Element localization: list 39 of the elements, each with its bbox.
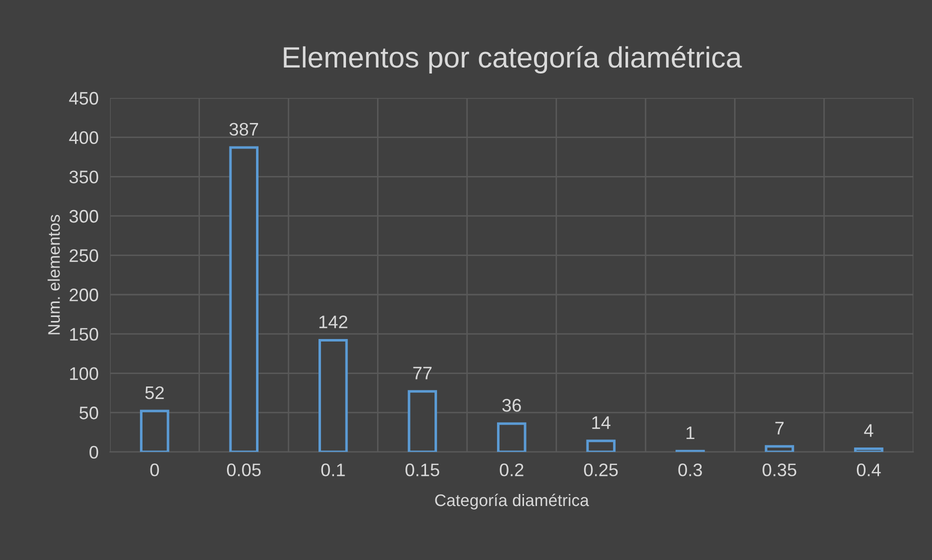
data-label: 142 [319, 316, 348, 328]
x-tick-label: 0.15 [406, 464, 440, 476]
x-tick-label: 0.1 [321, 464, 345, 476]
bar [854, 448, 884, 452]
y-tick-label: 350 [69, 170, 98, 184]
bar [497, 422, 526, 452]
bar [764, 445, 794, 452]
y-tick-label: 150 [70, 328, 98, 341]
y-tick-label: 300 [69, 210, 98, 223]
y-tick-label: 200 [70, 288, 98, 302]
x-tick-label: 0.05 [227, 464, 261, 476]
y-axis-title: Num. elementos [48, 214, 60, 334]
bar [586, 440, 616, 452]
y-tick-label: 400 [69, 131, 98, 144]
data-label: 52 [145, 386, 164, 400]
data-label: 7 [775, 422, 784, 434]
y-tick-label: 450 [69, 92, 98, 105]
data-label: 1 [686, 426, 694, 440]
x-axis-title: Categoría diamétrica [435, 494, 590, 510]
data-label: 4 [864, 424, 874, 437]
bar [229, 146, 259, 452]
y-tick-label: 50 [80, 406, 98, 420]
bar [408, 390, 438, 452]
y-tick-label: 100 [70, 367, 98, 380]
x-tick-label: 0.4 [856, 464, 881, 476]
bar [318, 338, 348, 452]
data-label: 77 [413, 366, 432, 380]
data-label: 36 [502, 398, 521, 412]
bar [140, 410, 170, 452]
x-tick-label: 0.2 [500, 464, 524, 476]
y-tick-label: 0 [90, 446, 98, 459]
data-label: 387 [230, 122, 258, 136]
x-tick-label: 0.3 [678, 464, 702, 476]
x-tick-label: 0 [150, 464, 159, 476]
x-tick-label: 0.25 [584, 464, 618, 476]
y-tick-label: 250 [70, 249, 98, 262]
data-label: 14 [592, 416, 610, 429]
x-tick-label: 0.35 [762, 464, 796, 476]
chart-title: Elementos por categoría diamétrica [284, 46, 742, 74]
